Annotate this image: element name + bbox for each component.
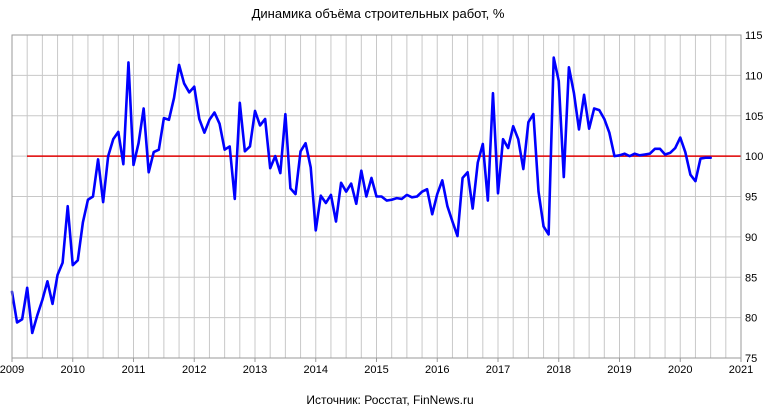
x-tick-label: 2016 <box>425 364 449 376</box>
x-tick-label: 2011 <box>122 364 146 376</box>
y-tick-label: 105 <box>745 111 763 123</box>
y-tick-label: 75 <box>745 353 757 365</box>
y-tick-label: 80 <box>745 313 757 325</box>
y-tick-label: 110 <box>745 70 763 82</box>
y-tick-label: 115 <box>745 30 763 42</box>
x-tick-label: 2021 <box>729 364 753 376</box>
x-axis-ticks: 2009 2010 2011 2012 2013 2014 2015 2016 2017 2018… <box>0 358 753 376</box>
grid-lines <box>11 34 742 359</box>
plot-area-border <box>11 34 742 359</box>
x-tick-label: 2018 <box>547 364 571 376</box>
x-tick-label: 2009 <box>0 364 24 376</box>
series-line <box>10 56 712 335</box>
series-group <box>10 56 712 335</box>
y-axis-ticks: 75 80 85 90 95 100 105 110 115 <box>745 30 763 365</box>
source-note: Источник: Росстат, FinNews.ru <box>306 393 473 407</box>
x-tick-label: 2017 <box>486 364 510 376</box>
y-tick-label: 95 <box>745 192 757 204</box>
x-tick-label: 2020 <box>668 364 692 376</box>
x-tick-label: 2019 <box>607 364 631 376</box>
x-tick-label: 2010 <box>61 364 85 376</box>
y-tick-label: 85 <box>745 272 757 284</box>
chart-title: Динамика объёма строительных работ, % <box>252 6 505 21</box>
y-tick-label: 100 <box>745 151 763 163</box>
x-tick-label: 2012 <box>182 364 206 376</box>
x-tick-label: 2013 <box>243 364 267 376</box>
y-tick-label: 90 <box>745 232 757 244</box>
x-tick-label: 2014 <box>304 364 328 376</box>
x-tick-label: 2015 <box>364 364 388 376</box>
